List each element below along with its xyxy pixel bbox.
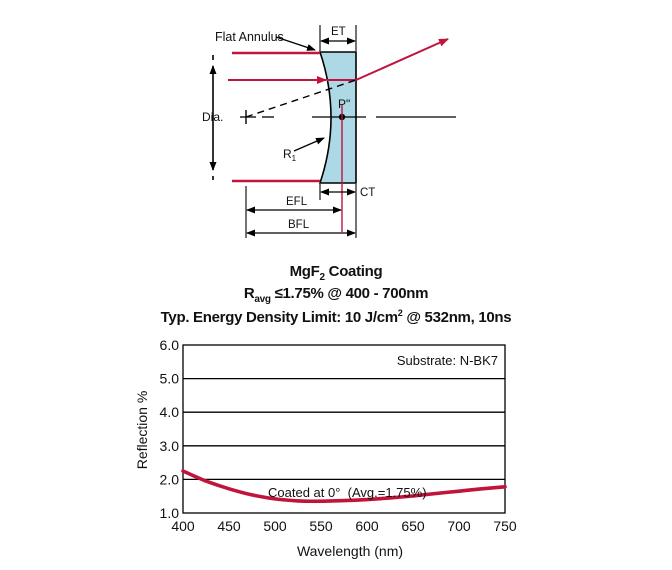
x-axis-label: Wavelength (nm) (297, 543, 403, 559)
lens-diagram: Dia. Flat Annulus ET P" R1 CT EFL BFL (202, 25, 456, 238)
energy-density-spec: Typ. Energy Density Limit: 10 J/cm2 @ 53… (160, 308, 512, 326)
series-line-coated (181, 469, 507, 504)
x-tick-label: 750 (493, 518, 517, 534)
y-tick-label: 5.0 (160, 371, 180, 387)
diverging-ray (355, 38, 449, 81)
virtual-ray (245, 79, 357, 118)
principal-point-label: P" (338, 97, 350, 111)
r1-label: R1 (283, 147, 297, 163)
reflection-chart: 1.0 2.0 3.0 4.0 5.0 6.0 400 450 500 550 600 650 700… (134, 337, 517, 559)
x-tick-label: 600 (355, 518, 379, 534)
substrate-label: Substrate: N-BK7 (397, 353, 498, 368)
x-tick-label: 550 (309, 518, 333, 534)
dia-label: Dia. (202, 110, 223, 124)
y-ticks: 1.0 2.0 3.0 4.0 5.0 6.0 (160, 337, 180, 521)
efl-label: EFL (286, 196, 308, 208)
coating-title: MgF2 Coating (289, 263, 383, 283)
ct-label: CT (360, 187, 375, 199)
y-tick-label: 6.0 (160, 337, 180, 353)
x-tick-label: 700 (447, 518, 471, 534)
x-tick-label: 400 (171, 518, 195, 534)
y-axis-label: Reflection % (134, 391, 150, 470)
x-ticks: 400 450 500 550 600 650 700 750 (171, 518, 517, 534)
grid-lines (183, 377, 505, 481)
flat-annulus-label: Flat Annulus (215, 30, 284, 44)
y-tick-label: 3.0 (160, 438, 180, 454)
et-label: ET (331, 26, 346, 38)
ravg-spec: Ravg ≤1.75% @ 400 - 700nm (243, 285, 429, 305)
y-tick-label: 4.0 (160, 404, 180, 420)
flat-annulus-leader (275, 36, 316, 51)
x-tick-label: 500 (263, 518, 287, 534)
plot-frame (182, 344, 506, 514)
y-tick-label: 1.0 (160, 505, 180, 521)
y-tick-label: 2.0 (160, 471, 180, 487)
x-tick-label: 450 (217, 518, 241, 534)
bfl-label: BFL (288, 219, 310, 231)
x-tick-label: 650 (401, 518, 425, 534)
r1-leader (293, 137, 325, 152)
series-label: Coated at 0° (Avg.=1.75%) (268, 485, 427, 500)
